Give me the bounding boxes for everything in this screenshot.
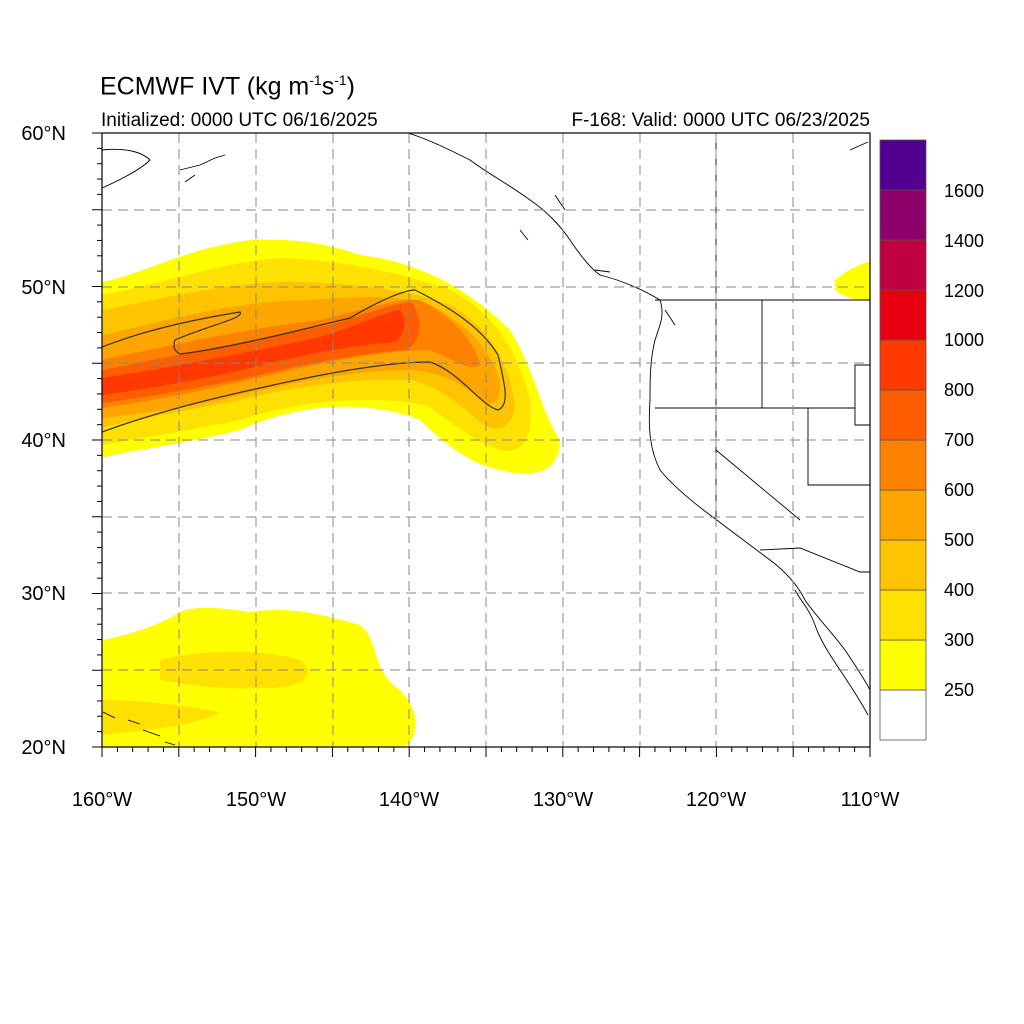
colorbar-swatch: [879, 289, 927, 341]
lat-label: 30°N: [21, 583, 66, 605]
lon-label: 160°W: [72, 789, 132, 811]
initialized-label: Initialized: 0000 UTC 06/16/2025: [101, 110, 378, 131]
chart-title: ECMWF IVT (kg m-1s-1): [100, 72, 355, 101]
axis-labels: 160°W 150°W 140°W 130°W 120°W 110°W 60°N…: [21, 123, 899, 811]
colorbar-label: 1200: [944, 281, 984, 301]
colorbar-swatch: [879, 439, 927, 491]
ivt-tropical-patches-3: [102, 700, 220, 735]
ivt-shading: [102, 239, 870, 747]
colorbar-label: 1000: [944, 330, 984, 350]
lat-label: 60°N: [21, 123, 66, 145]
colorbar-label: 700: [944, 430, 974, 450]
colorbar-swatch: [879, 139, 927, 191]
colorbar-swatch: [879, 339, 927, 391]
colorbar-label: 1600: [944, 181, 984, 201]
colorbar-label: 1400: [944, 231, 984, 251]
ivt-northeast-patch: [835, 262, 870, 301]
colorbar-label: 250: [944, 680, 974, 700]
colorbar-labels: 1600 1400 1200 1000 800 700 600 500 400 …: [944, 181, 984, 700]
graticule: [102, 133, 870, 747]
colorbar-label: 800: [944, 380, 974, 400]
ivt-contour-500: [102, 289, 506, 433]
colorbar-swatch: [879, 539, 927, 591]
lat-label: 50°N: [21, 277, 66, 299]
colorbar-swatch: [879, 689, 927, 741]
lat-label: 20°N: [21, 737, 66, 759]
lon-label: 130°W: [533, 789, 593, 811]
colorbar-swatch: [879, 389, 927, 441]
colorbar-swatch: [879, 239, 927, 291]
lon-label: 140°W: [379, 789, 439, 811]
colorbar-label: 300: [944, 630, 974, 650]
colorbar-swatch: [879, 589, 927, 641]
colorbar-label: 600: [944, 480, 974, 500]
lon-label: 120°W: [686, 789, 746, 811]
valid-time-label: F-168: Valid: 0000 UTC 06/23/2025: [571, 110, 870, 131]
colorbar: [879, 139, 927, 741]
map-plot-area: [102, 133, 870, 747]
coastlines: [102, 133, 870, 746]
ivt-1000-region: [102, 322, 392, 390]
colorbar-swatch: [879, 639, 927, 691]
colorbar-label: 400: [944, 580, 974, 600]
lat-label: 40°N: [21, 430, 66, 452]
colorbar-label: 500: [944, 530, 974, 550]
colorbar-swatch: [879, 489, 927, 541]
colorbar-swatch: [879, 189, 927, 241]
lon-label: 110°W: [841, 789, 900, 811]
lon-label: 150°W: [226, 789, 286, 811]
axis-ticks: [92, 132, 871, 757]
